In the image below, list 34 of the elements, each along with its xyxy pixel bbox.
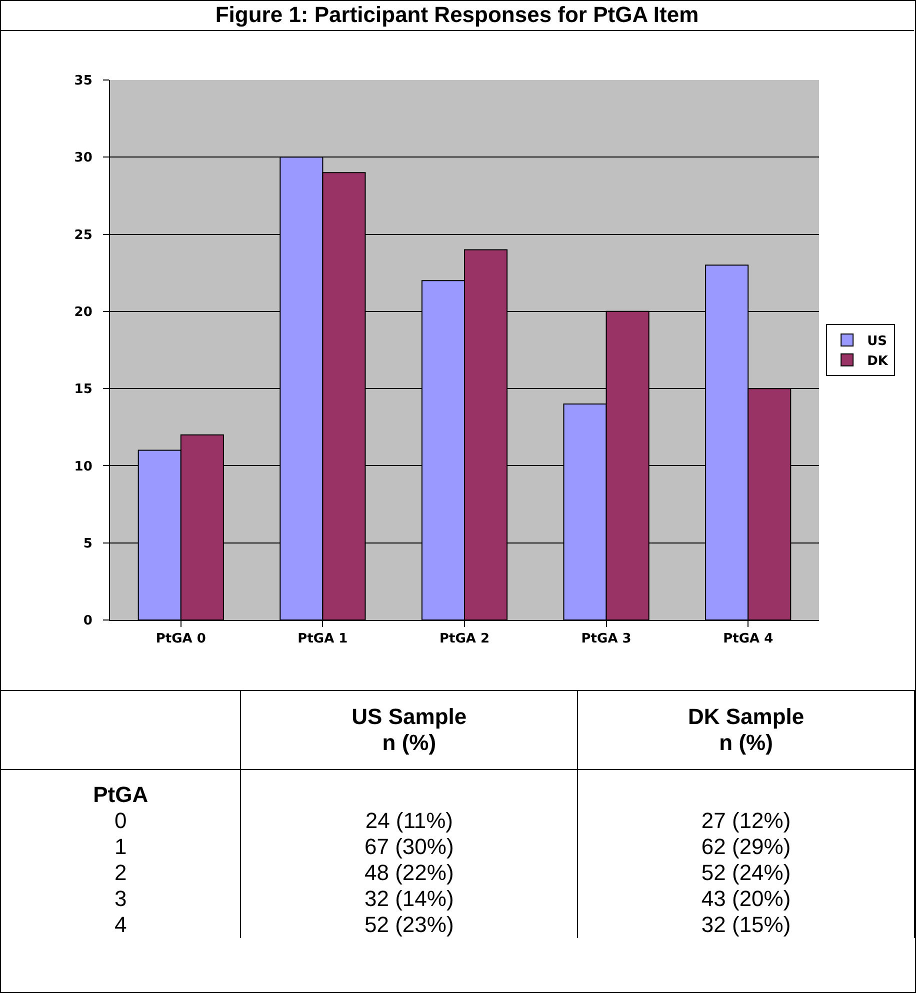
x-tick-label: PtGA 2	[439, 632, 490, 647]
text: 1	[0, 834, 241, 860]
x-tick-label: PtGA 4	[723, 632, 774, 647]
text: 48 (22%)	[240, 860, 578, 886]
text: 67 (30%)	[240, 834, 578, 860]
y-tick-label: 10	[74, 459, 92, 474]
y-tick-label: 30	[74, 150, 92, 166]
x-tick-label: PtGA 1	[298, 632, 348, 647]
x-tick-label: PtGA 0	[156, 632, 206, 647]
text: US Sample n (%)	[240, 690, 578, 770]
text: 62 (29%)	[578, 834, 914, 860]
y-tick-label: 35	[74, 74, 92, 89]
text: 52 (23%)	[240, 912, 578, 938]
text: 3	[0, 886, 241, 912]
legend-label: DK	[867, 354, 889, 369]
text: 52 (24%)	[578, 860, 914, 886]
text: 0	[0, 808, 241, 834]
text: DK Sample n (%)	[578, 690, 914, 770]
chart-title: Figure 1: Participant Responses for PtGA Item	[0, 0, 914, 31]
text: 4	[0, 912, 241, 938]
x-tick-label: PtGA 3	[581, 632, 632, 647]
y-tick-label: 0	[83, 614, 92, 629]
y-tick-label: 15	[74, 382, 92, 398]
text: 27 (12%)	[578, 808, 914, 834]
y-tick-label: 25	[74, 228, 92, 243]
legend-label: US	[867, 334, 888, 350]
text: 2	[0, 860, 241, 886]
text: 24 (11%)	[240, 808, 578, 834]
text: 32 (14%)	[240, 886, 578, 912]
text: PtGA	[0, 770, 241, 808]
y-tick-label: 20	[74, 304, 92, 320]
text: 43 (20%)	[578, 886, 914, 912]
y-tick-label: 5	[83, 536, 92, 552]
text: 32 (15%)	[578, 912, 914, 938]
